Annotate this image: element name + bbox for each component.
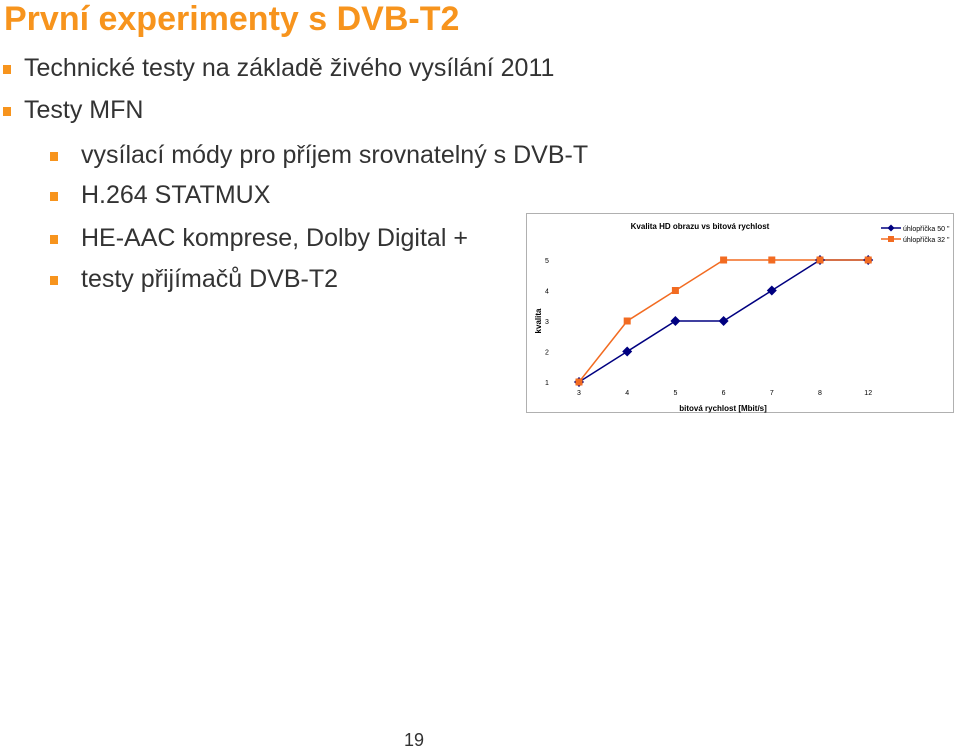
square-bullet-icon — [50, 276, 58, 285]
data-point-diamond — [670, 316, 681, 326]
square-bullet-icon — [3, 107, 11, 116]
x-tick-label: 7 — [770, 390, 774, 397]
legend-label: úhlopříčka 50 " — [903, 226, 950, 233]
bullet-item: Technické testy na základě živého vysílá… — [3, 54, 555, 83]
data-point-diamond — [718, 316, 729, 326]
x-tick-label: 6 — [722, 390, 726, 397]
page-number: 19 — [404, 730, 425, 750]
y-tick-label: 4 — [545, 289, 549, 296]
square-bullet-icon — [50, 192, 58, 201]
y-axis-label: kvalita — [534, 308, 543, 333]
bullet-item: H.264 STATMUX — [50, 181, 271, 210]
chart-legend: úhlopříčka 50 " úhlopříčka 32 " — [881, 224, 950, 244]
x-tick-label: 8 — [818, 390, 822, 397]
square-bullet-icon — [50, 152, 58, 161]
bullet-text: H.264 STATMUX — [81, 181, 271, 209]
chart-frame: Kvalita HD obrazu vs bitová rychlost kva… — [526, 213, 954, 413]
x-tick-label: 12 — [864, 390, 872, 397]
y-tick-label: 2 — [545, 350, 549, 357]
bullet-text: HE-AAC komprese, Dolby Digital + — [81, 224, 468, 252]
bullet-text: vysílací módy pro příjem srovnatelný s D… — [81, 141, 589, 169]
bullet-text: testy přijímačů DVB-T2 — [81, 265, 339, 293]
y-tick-label: 1 — [545, 380, 549, 387]
bullet-item: vysílací módy pro příjem srovnatelný s D… — [50, 141, 589, 170]
bullet-text: Technické testy na základě živého vysílá… — [24, 54, 555, 82]
y-tick-label: 5 — [545, 258, 549, 265]
legend-marker-square — [888, 236, 894, 242]
legend-marker-diamond — [887, 224, 895, 232]
square-bullet-icon — [50, 235, 58, 244]
data-point-square — [816, 256, 824, 264]
x-axis-label: bitová rychlost [Mbit/s] — [679, 404, 767, 413]
quality-chart: Kvalita HD obrazu vs bitová rychlost kva… — [534, 222, 950, 413]
x-tick-label: 4 — [625, 390, 629, 397]
bullet-item: Testy MFN — [3, 96, 144, 125]
data-point-square — [768, 256, 776, 264]
data-point-diamond — [622, 346, 633, 357]
data-point-square — [671, 287, 679, 294]
legend-label: úhlopříčka 32 " — [903, 237, 950, 244]
data-point-diamond — [766, 285, 777, 296]
data-point-square — [623, 317, 631, 325]
chart-title: Kvalita HD obrazu vs bitová rychlost — [631, 222, 770, 231]
data-point-square — [720, 256, 728, 264]
y-tick-label: 3 — [545, 319, 549, 326]
data-point-square — [864, 256, 872, 264]
bullet-text: Testy MFN — [24, 96, 144, 124]
data-point-square — [575, 378, 583, 386]
square-bullet-icon — [3, 65, 11, 74]
bullet-item: HE-AAC komprese, Dolby Digital + — [50, 224, 468, 253]
x-tick-label: 5 — [673, 390, 677, 397]
bullet-item: testy přijímačů DVB-T2 — [50, 265, 339, 294]
x-tick-label: 3 — [577, 390, 581, 397]
slide-title: První experimenty s DVB-T2 — [4, 0, 460, 38]
